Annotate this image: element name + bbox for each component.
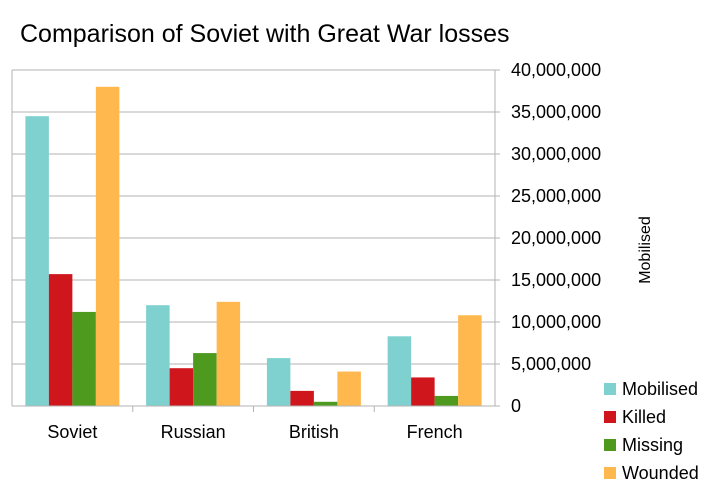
legend-swatch-missing	[604, 439, 616, 451]
bar-missing-british	[313, 401, 338, 406]
legend-label-killed: Killed	[622, 407, 666, 427]
legend-swatch-mobilised	[604, 383, 616, 395]
bar-missing-russian	[193, 353, 217, 406]
y-tick-label: 25,000,000	[511, 186, 601, 206]
y-axis-title: Mobilised	[637, 216, 654, 284]
bar-killed-soviet	[48, 274, 73, 406]
bar-missing-french	[434, 395, 459, 406]
bar-wounded-french	[458, 315, 482, 406]
y-tick-label: 10,000,000	[511, 312, 601, 332]
bar-killed-russian	[169, 368, 194, 406]
legend-swatch-killed	[604, 411, 616, 423]
x-tick-label: Russian	[161, 422, 226, 442]
y-tick-label: 15,000,000	[511, 270, 601, 290]
x-tick-label: French	[407, 422, 463, 442]
bar-wounded-british	[337, 371, 361, 406]
bar-missing-soviet	[72, 311, 96, 406]
y-tick-label: 35,000,000	[511, 102, 601, 122]
chart-title: Comparison of Soviet with Great War loss…	[20, 20, 510, 48]
y-tick-label: 30,000,000	[511, 144, 601, 164]
x-tick-label: Soviet	[47, 422, 97, 442]
legend-label-wounded: Wounded	[622, 463, 699, 483]
legend-label-mobilised: Mobilised	[622, 379, 698, 399]
bar-killed-french	[411, 377, 435, 406]
bar-wounded-russian	[216, 301, 241, 406]
bar-mobilised-russian	[146, 305, 170, 406]
axes: 0 5,000,000 10,000,000 15,000,000 20,000,000…	[11, 60, 654, 442]
bars	[25, 86, 482, 407]
bar-killed-british	[290, 390, 314, 406]
legend-label-missing: Missing	[622, 435, 683, 455]
y-tick-label: 40,000,000	[511, 60, 601, 80]
y-tick-label: 20,000,000	[511, 228, 601, 248]
legend-swatch-wounded	[604, 467, 616, 479]
bar-mobilised-french	[387, 336, 412, 406]
legend: Mobilised Killed Missing Wounded	[604, 379, 699, 483]
x-tick-label: British	[289, 422, 339, 442]
y-tick-label: 5,000,000	[511, 354, 591, 374]
bar-wounded-soviet	[95, 86, 120, 407]
bar-mobilised-soviet	[25, 116, 49, 406]
y-tick-label: 0	[511, 396, 521, 416]
bar-mobilised-british	[266, 358, 291, 406]
